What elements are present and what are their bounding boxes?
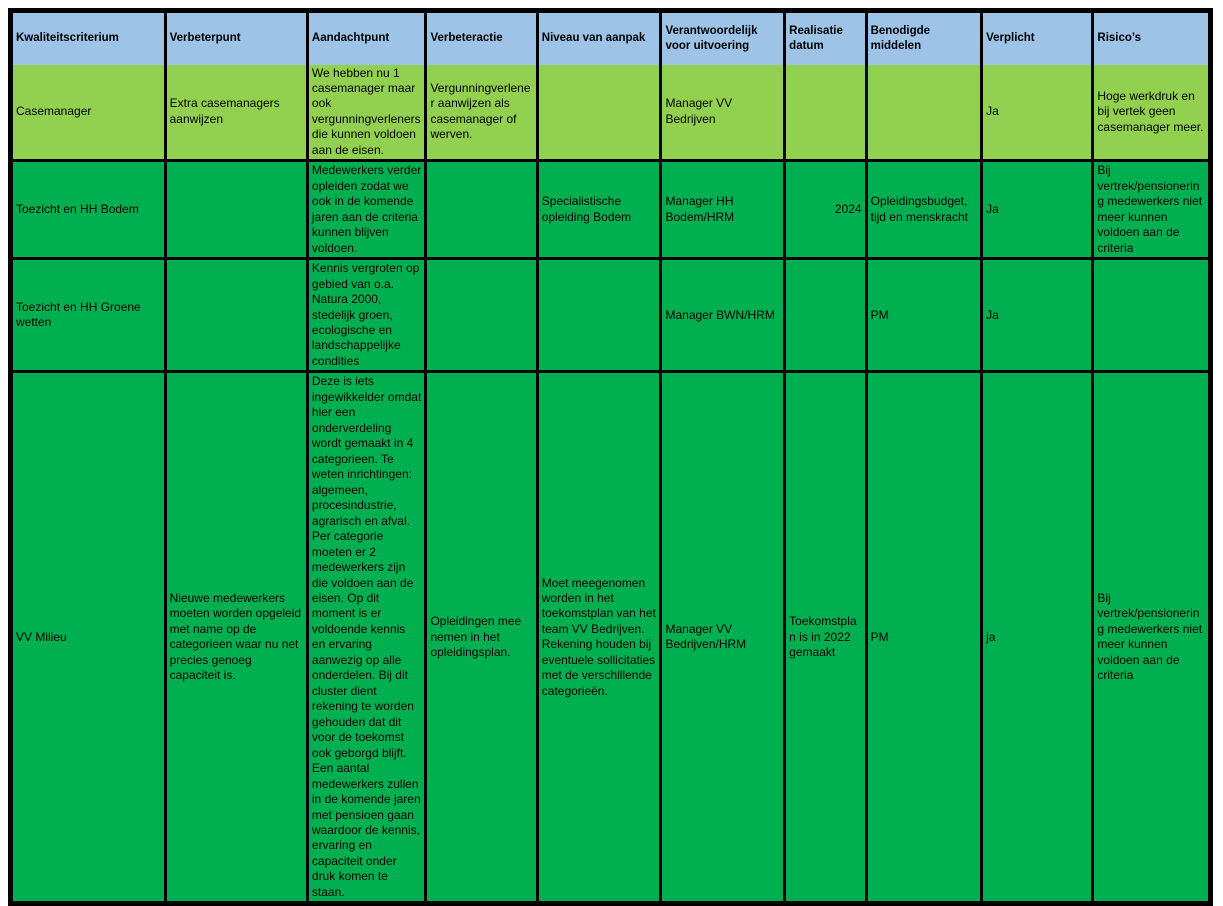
table-cell: Opleidingsbudget, tijd en menskracht: [864, 159, 984, 261]
column-header: Verbeterpunt: [163, 9, 309, 65]
column-header: Verbeteractie: [424, 9, 539, 65]
quality-criteria-table-wrapper: Kwaliteitscriterium Verbeterpunt Aandachtp…: [8, 8, 1213, 906]
table-row: VV Milieu Nieuwe medewerkers moeten worde…: [9, 370, 1212, 906]
table-cell: PM: [864, 370, 984, 906]
column-header: Aandachtpunt: [305, 9, 428, 65]
table-cell: ja: [980, 370, 1095, 906]
table-cell: 2024: [783, 159, 868, 261]
table-cell: Manager VV Bedrijven: [659, 64, 787, 163]
table-cell: We hebben nu 1 casemanager maar ook verg…: [305, 64, 428, 163]
table-cell: Medewerkers verder opleiden zodat we ook…: [305, 159, 428, 261]
table-cell: Toezicht en HH Bodem: [9, 159, 167, 261]
table-cell: Extra casemanagers aanwijzen: [163, 64, 309, 163]
table-cell: VV Milieu: [9, 370, 167, 906]
column-header: Niveau van aanpak: [535, 9, 663, 65]
table-cell: Hoge werkdruk en bij vertek geen caseman…: [1091, 64, 1212, 163]
table-cell: [163, 257, 309, 374]
table-cell: [1091, 257, 1212, 374]
column-header: Verplicht: [980, 9, 1095, 65]
table-cell: Vergunningverlener aanwijzen als caseman…: [424, 64, 539, 163]
table-cell: Manager HH Bodem/HRM: [659, 159, 787, 261]
table-cell: Manager VV Bedrijven/HRM: [659, 370, 787, 906]
table-row: Toezicht en HH Groene wetten Kennis vergr…: [9, 257, 1212, 374]
table-cell: Bij vertrek/pensionering medewerkers nie…: [1091, 370, 1212, 906]
table-header: Kwaliteitscriterium Verbeterpunt Aandachtp…: [9, 9, 1212, 65]
table-cell: Ja: [980, 64, 1095, 163]
quality-criteria-table: Kwaliteitscriterium Verbeterpunt Aandachtp…: [8, 8, 1213, 906]
table-cell: Bij vertrek/pensionering medewerkers nie…: [1091, 159, 1212, 261]
table-cell: [783, 257, 868, 374]
table-cell: [163, 159, 309, 261]
column-header: Realisatie datum: [783, 9, 868, 65]
table-cell: [783, 64, 868, 163]
table-cell: Deze is iets ingewikkelder omdat hier ee…: [305, 370, 428, 906]
table-cell: Toezicht en HH Groene wetten: [9, 257, 167, 374]
table-cell: Toekomstplan is in 2022 gemaakt: [783, 370, 868, 906]
table-cell: Manager BWN/HRM: [659, 257, 787, 374]
column-header: Kwaliteitscriterium: [9, 9, 167, 65]
table-cell: [424, 257, 539, 374]
table-cell: Ja: [980, 159, 1095, 261]
table-cell: [535, 257, 663, 374]
table-row: Toezicht en HH Bodem Medewerkers verder o…: [9, 159, 1212, 261]
table-row: Casemanager Extra casemanagers aanwijzen W…: [9, 64, 1212, 163]
table-cell: [864, 64, 984, 163]
table-cell: [424, 159, 539, 261]
column-header: Risico’s: [1091, 9, 1212, 65]
table-cell: Ja: [980, 257, 1095, 374]
header-row: Kwaliteitscriterium Verbeterpunt Aandachtp…: [9, 9, 1212, 65]
table-cell: [535, 64, 663, 163]
table-cell: Nieuwe medewerkers moeten worden opgelei…: [163, 370, 309, 906]
table-cell: Opleidingen mee nemen in het opleidingsp…: [424, 370, 539, 906]
table-cell: Moet meegenomen worden in het toekomstpl…: [535, 370, 663, 906]
column-header: Verantwoordelijk voor uitvoering: [659, 9, 787, 65]
table-cell: Kennis vergroten op gebied van o.a. Natu…: [305, 257, 428, 374]
table-cell: Specialistische opleiding Bodem: [535, 159, 663, 261]
table-cell: PM: [864, 257, 984, 374]
table-cell: Casemanager: [9, 64, 167, 163]
column-header: Benodigde middelen: [864, 9, 984, 65]
